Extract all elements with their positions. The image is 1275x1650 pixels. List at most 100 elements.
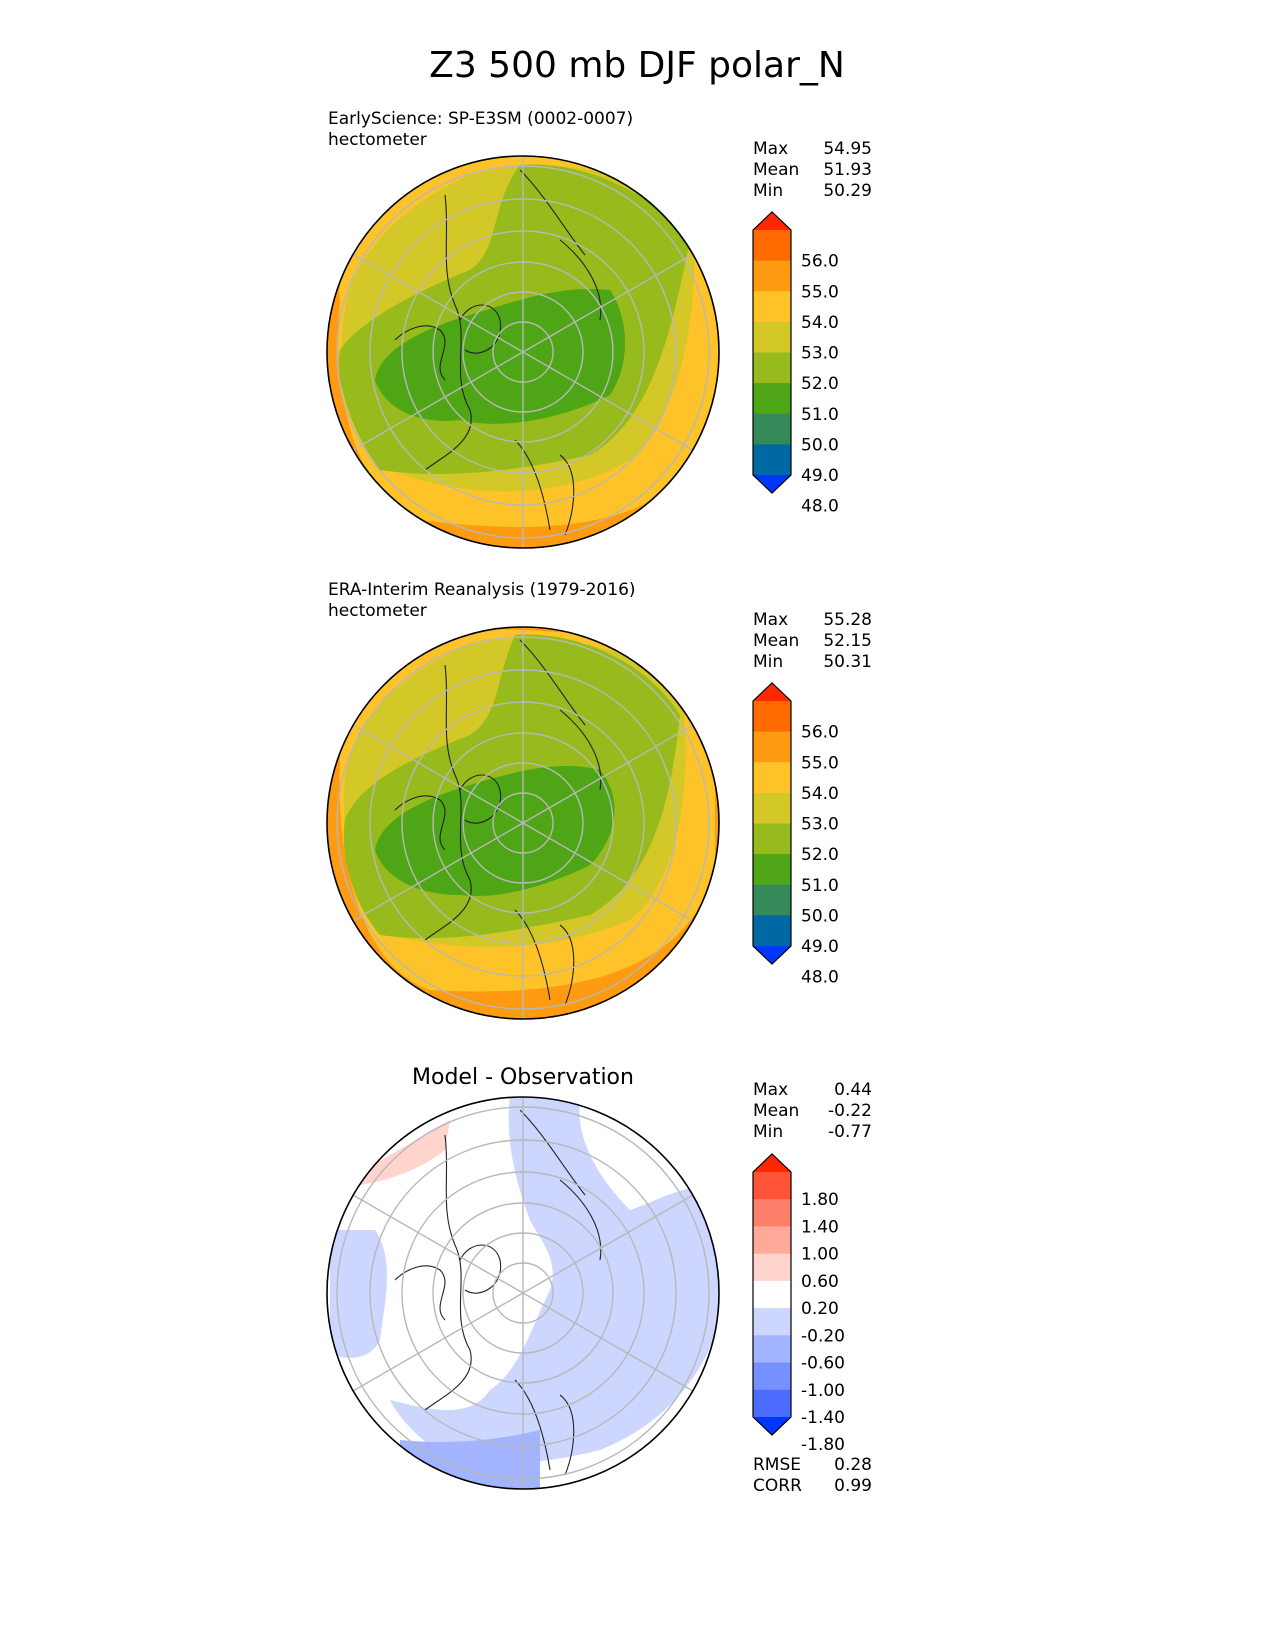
obs-stat-value: 52.15 (823, 631, 872, 651)
panel-obs-title: ERA-Interim Reanalysis (1979-2016) (328, 580, 636, 600)
colorbar-tick-label: 55.0 (801, 753, 839, 773)
diff-map (327, 1097, 719, 1489)
model-field-50 (375, 289, 625, 424)
model-map (327, 156, 719, 548)
colorbar-arrow-top (753, 212, 791, 230)
colorbar-tick-label: 56.0 (801, 252, 839, 272)
panel-model: EarlyScience: SP-E3SM (0002-0007) hectom… (326, 109, 872, 549)
colorbar-tick-label: -0.60 (801, 1354, 845, 1374)
model-stat-label: Min (753, 181, 783, 201)
obs-field-50 (375, 765, 615, 896)
colorbar-arrow-bottom (753, 946, 791, 964)
model-colorbar: 56.0 55.0 54.0 53.0 52.0 51.0 50.0 49.0 48.0 (752, 211, 839, 517)
diff-metric-label: CORR (753, 1476, 802, 1496)
obs-stat-value: 50.31 (823, 652, 872, 672)
colorbar-tick-label: 0.20 (801, 1299, 839, 1319)
diff-field-neg (390, 1097, 719, 1465)
colorbar-tick-label: -0.20 (801, 1326, 845, 1346)
panel-obs-units: hectometer (328, 601, 427, 621)
panel-diff: Model - Observation (326, 1065, 872, 1496)
colorbar-arrow-top (753, 683, 791, 701)
colorbar-segment (753, 1226, 791, 1255)
model-stat-value: 50.29 (823, 181, 872, 201)
colorbar-tick-label: 1.40 (801, 1217, 839, 1237)
colorbar-segment (753, 762, 791, 794)
colorbar-segment (753, 321, 791, 353)
colorbar-outline (752, 1153, 792, 1436)
colorbar-tick-label: 53.0 (801, 344, 839, 364)
model-graticule (336, 156, 710, 548)
colorbar-tick-label: 48.0 (801, 497, 839, 517)
model-stat-label: Max (753, 139, 788, 159)
colorbar-tick-label: 55.0 (801, 282, 839, 302)
obs-stat-label: Max (753, 610, 788, 630)
colorbar-tick-label: 1.80 (801, 1190, 839, 1210)
colorbar-arrow-bottom (753, 1417, 791, 1435)
diff-graticule (336, 1097, 710, 1489)
diff-metric-value: 0.99 (834, 1476, 872, 1496)
colorbar-outline (752, 682, 792, 965)
diff-coastlines (394, 1109, 602, 1476)
diff-stat-value: -0.22 (828, 1101, 872, 1121)
diff-stat-label: Min (753, 1122, 783, 1142)
colorbar-tick-label: 48.0 (801, 968, 839, 988)
colorbar-segment (753, 352, 791, 384)
colorbar-segment (753, 230, 791, 262)
colorbar-segment (753, 854, 791, 886)
colorbar-tick-label: 53.0 (801, 815, 839, 835)
colorbar-segment (753, 701, 791, 733)
diff-metric-value: 0.28 (834, 1455, 872, 1475)
colorbar-segment (753, 823, 791, 855)
colorbar-tick-label: 54.0 (801, 313, 839, 333)
colorbar-segment (753, 915, 791, 947)
colorbar-tick-label: 50.0 (801, 435, 839, 455)
colorbar-tick-label: 56.0 (801, 723, 839, 743)
figure-title: Z3 500 mb DJF polar_N (429, 45, 845, 86)
colorbar-tick-label: 1.00 (801, 1245, 839, 1265)
diff-metric-label: RMSE (753, 1455, 801, 1475)
diff-stat-value: -0.77 (828, 1122, 872, 1142)
diff-stat-value: 0.44 (834, 1080, 872, 1100)
panel-model-units: hectometer (328, 130, 427, 150)
colorbar-arrow-top (753, 1154, 791, 1172)
colorbar-tick-label: 51.0 (801, 876, 839, 896)
colorbar-tick-label: 0.60 (801, 1272, 839, 1292)
model-stat-value: 54.95 (823, 139, 872, 159)
obs-map (327, 627, 719, 1019)
colorbar-segment (753, 1280, 791, 1309)
diff-field-neg (330, 1230, 387, 1358)
colorbar-tick-label: 50.0 (801, 906, 839, 926)
colorbar-segment (753, 1335, 791, 1364)
obs-stat-value: 55.28 (823, 610, 872, 630)
obs-colorbar: 56.0 55.0 54.0 53.0 52.0 51.0 50.0 49.0 48.0 (752, 682, 839, 988)
colorbar-tick-label: -1.80 (801, 1435, 845, 1455)
colorbar-segment (753, 792, 791, 824)
model-stat-value: 51.93 (823, 160, 872, 180)
diff-colorbar: 1.80 1.40 1.00 0.60 0.20 -0.20 -0.60 -1.00 -1.40… (752, 1153, 845, 1455)
colorbar-segment (753, 1308, 791, 1336)
colorbar-tick-label: 49.0 (801, 937, 839, 957)
colorbar-tick-label: -1.00 (801, 1381, 845, 1401)
colorbar-segment (753, 260, 791, 292)
colorbar-outline (752, 211, 792, 494)
obs-graticule (336, 627, 710, 1019)
colorbar-tick-label: 52.0 (801, 374, 839, 394)
colorbar-tick-label: 54.0 (801, 784, 839, 804)
obs-stat-label: Mean (753, 631, 799, 651)
colorbar-segment (753, 1253, 791, 1282)
obs-stat-label: Min (753, 652, 783, 672)
diff-map-boundary (326, 1096, 720, 1490)
colorbar-segment (753, 1389, 791, 1418)
model-map-boundary (326, 155, 720, 549)
colorbar-segment (753, 1362, 791, 1391)
panel-model-title: EarlyScience: SP-E3SM (0002-0007) (328, 109, 633, 129)
colorbar-arrow-bottom (753, 475, 791, 493)
panel-diff-title: Model - Observation (412, 1065, 634, 1090)
colorbar-tick-label: 51.0 (801, 405, 839, 425)
colorbar-tick-label: 52.0 (801, 845, 839, 865)
colorbar-segment (753, 383, 791, 415)
colorbar-tick-label: -1.40 (801, 1408, 845, 1428)
colorbar-segment (753, 413, 791, 445)
obs-map-boundary (326, 626, 720, 1020)
colorbar-segment (753, 1172, 791, 1200)
